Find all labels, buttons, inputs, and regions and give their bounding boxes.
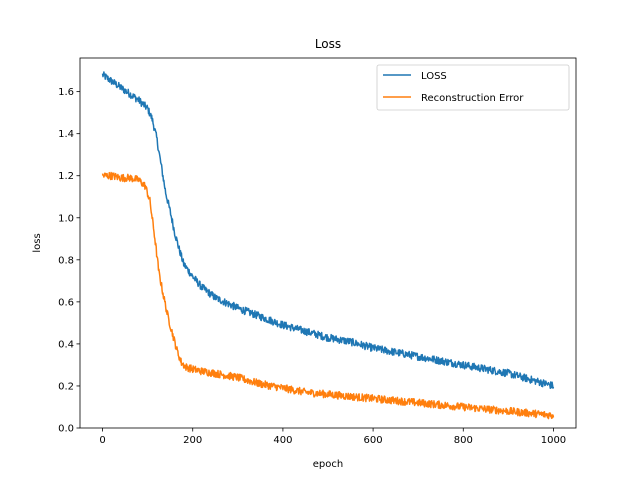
plot-background: [80, 58, 576, 428]
series-layer: [101, 71, 555, 420]
legend-label-reconstruction-error: Reconstruction Error: [421, 93, 524, 104]
legend-box: [376, 64, 570, 111]
y-axis-ticks: 0.0 0.2 0.4 0.6 0.8 1.0 1.2 1.4 1.6: [58, 87, 80, 435]
plot-area: [79, 57, 577, 429]
y-tick-label: 1.2: [58, 171, 74, 182]
x-axis-ticks: 0 200 400 600 800 1000: [99, 428, 566, 446]
x-axis-label: epoch: [313, 459, 343, 470]
y-tick-label: 1.4: [58, 129, 74, 140]
x-tick-label: 800: [454, 435, 473, 446]
x-tick-label: 400: [273, 435, 292, 446]
x-tick-label: 1000: [541, 435, 566, 446]
x-tick-label: 200: [183, 435, 202, 446]
series-line-reconstruction-error: [101, 171, 555, 420]
y-tick-label: 0.2: [58, 381, 74, 392]
legend-label-loss: LOSS: [421, 71, 447, 82]
x-tick-label: 600: [364, 435, 383, 446]
chart-title: Loss: [315, 37, 341, 51]
y-tick-label: 0.4: [58, 339, 74, 350]
x-tick-label: 0: [99, 435, 105, 446]
legend: LOSS Reconstruction Error: [376, 64, 570, 111]
y-tick-label: 0.8: [58, 255, 74, 266]
y-tick-label: 1.6: [58, 87, 74, 98]
y-tick-label: 1.0: [58, 213, 74, 224]
y-axis-label: loss: [32, 233, 43, 252]
series-line-loss: [101, 71, 555, 390]
y-tick-label: 0.0: [58, 424, 74, 435]
plot-frame: [79, 57, 577, 429]
y-tick-label: 0.6: [58, 297, 74, 308]
